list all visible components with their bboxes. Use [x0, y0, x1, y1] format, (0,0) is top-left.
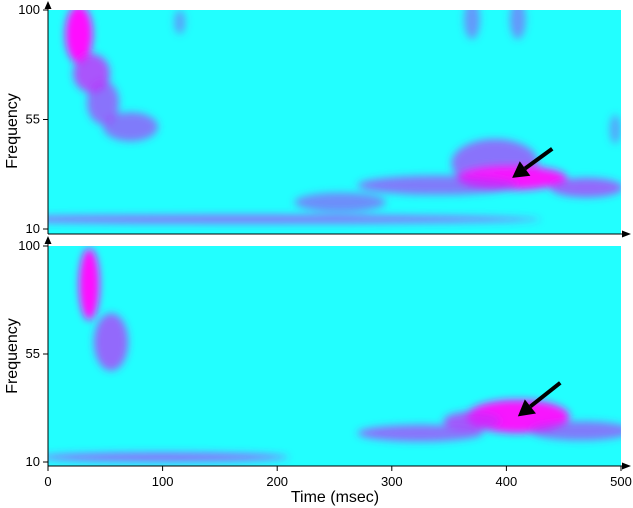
bottom-x-axis-arrowhead	[622, 462, 631, 470]
x-tick-label-300: 300	[381, 474, 403, 489]
bottom-y-tick-label-100: 100	[18, 238, 40, 253]
top-annotation-arrow	[512, 147, 554, 178]
x-tick-label-0: 0	[44, 474, 51, 489]
x-axis-title: Time (msec)	[291, 489, 379, 506]
top-y-ticks: 10 55 100	[18, 2, 48, 236]
bottom-x-ticks: 0 100 200 300 400 500	[44, 466, 632, 489]
top-heatmap-blobs	[48, 10, 621, 224]
bottom-arrow-shaft	[529, 381, 562, 409]
top-heatmap-blob-12	[294, 192, 387, 212]
top-heatmap-blob-10	[549, 177, 621, 198]
bottom-heatmap-blob-5	[529, 421, 621, 441]
bottom-y-axis-arrowhead	[44, 236, 52, 244]
bottom-annotation-arrow	[517, 381, 562, 417]
x-tick-label-400: 400	[496, 474, 518, 489]
top-arrow-head	[512, 161, 531, 178]
bottom-y-axis-title: Frequency	[4, 318, 21, 394]
top-heatmap-blob-0	[65, 10, 93, 64]
top-heatmap-blob-13	[48, 214, 541, 224]
bottom-heatmap-blob-3	[443, 411, 501, 431]
bottom-arrow-head	[517, 399, 536, 417]
top-heatmap-blob-11	[357, 175, 518, 195]
top-y-tick-label-55: 55	[26, 112, 40, 127]
top-heatmap-blob-4	[174, 10, 186, 35]
x-tick-label-200: 200	[266, 474, 288, 489]
bottom-heatmap-blob-4	[357, 424, 484, 442]
top-heatmap-blob-6	[509, 10, 526, 40]
top-y-tick-label-100: 100	[18, 2, 40, 17]
bottom-y-tick-label-55: 55	[26, 346, 40, 361]
top-panel: 10 55 100 Frequency	[4, 1, 631, 238]
bottom-heatmap-blob-0	[78, 248, 100, 321]
bottom-heatmap-blob-1	[93, 313, 129, 371]
bottom-heatmap-blobs	[48, 248, 621, 462]
top-y-axis-arrowhead	[44, 1, 52, 9]
bottom-y-ticks: 10 55 100	[18, 238, 48, 469]
bottom-panel: 10 55 100 0 100 200 300 400 500 Frequency Time …	[4, 236, 632, 506]
top-y-axis-title: Frequency	[4, 93, 21, 169]
top-heatmap-blob-7	[609, 114, 621, 144]
top-heatmap-blob-5	[464, 10, 481, 40]
x-tick-label-100: 100	[152, 474, 174, 489]
x-tick-label-500: 500	[610, 474, 632, 489]
bottom-heatmap-blob-6	[48, 452, 289, 462]
top-heatmap-blob-2	[86, 80, 120, 125]
top-arrow-shaft	[523, 147, 554, 171]
top-x-axis-arrowhead	[622, 230, 631, 238]
bottom-y-tick-label-10: 10	[26, 454, 40, 469]
top-heatmap-blob-3	[103, 112, 159, 142]
top-y-tick-label-10: 10	[26, 221, 40, 236]
